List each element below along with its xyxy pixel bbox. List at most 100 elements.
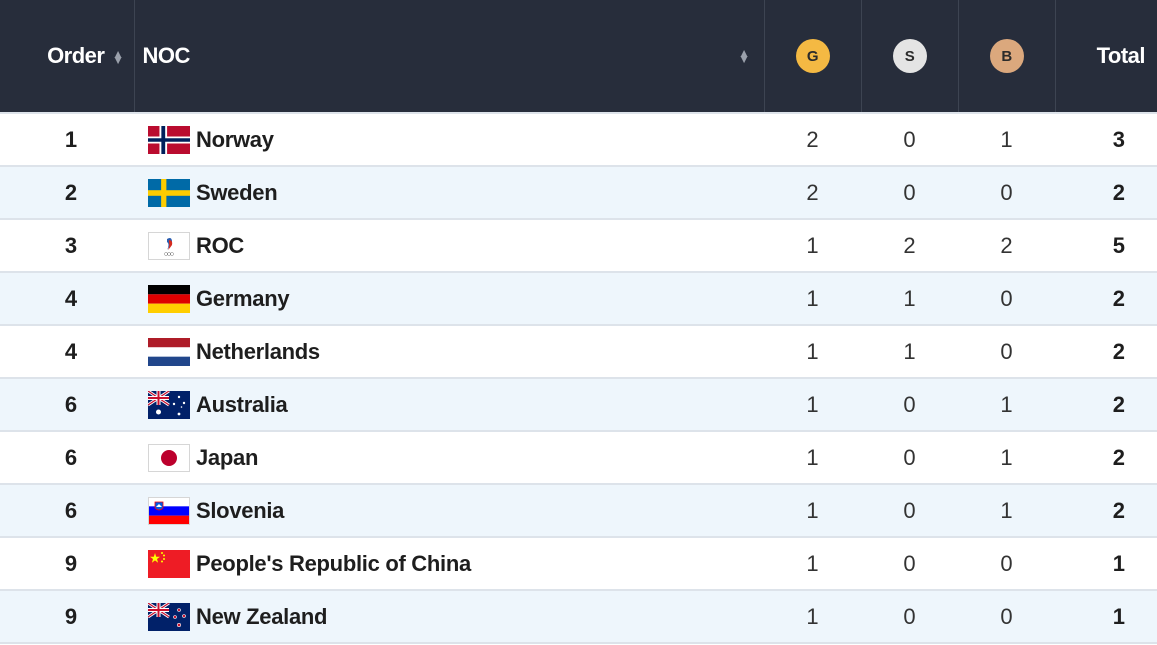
gold-count-cell: 1 xyxy=(764,272,861,326)
table-row[interactable]: 9 People's Republic of China 1 0 0 1 xyxy=(0,537,1157,591)
total-count-cell: 2 xyxy=(1055,431,1157,485)
bronze-count-cell: 0 xyxy=(958,590,1055,644)
country-name-link[interactable]: ROC xyxy=(196,232,244,258)
table-row[interactable]: 3 ROC 1 2 2 5 xyxy=(0,219,1157,273)
country-name-link[interactable]: Sweden xyxy=(196,179,278,205)
silver-medal-icon: S xyxy=(892,39,927,73)
order-column-header[interactable]: Order ▲ ▼ xyxy=(0,0,135,113)
table-row[interactable]: 6 Australia 1 0 1 2 xyxy=(0,378,1157,432)
table-row[interactable]: 9 New Zealand 1 0 0 1 xyxy=(0,590,1157,644)
bronze-count-cell: 0 xyxy=(958,166,1055,220)
gold-count-cell: 1 xyxy=(764,590,861,644)
sort-icon[interactable]: ▲ ▼ xyxy=(738,46,750,66)
bronze-count-cell: 1 xyxy=(958,378,1055,432)
noc-cell: Slovenia xyxy=(134,484,764,538)
noc-cell: Netherlands xyxy=(134,325,764,379)
gold-medal-icon: G xyxy=(795,39,830,73)
country-name-link[interactable]: People's Republic of China xyxy=(196,550,471,576)
new-zealand-flag xyxy=(147,601,190,631)
noc-cell: Japan xyxy=(134,431,764,485)
sort-icon[interactable]: ▲ ▼ xyxy=(112,47,124,68)
total-column-header[interactable]: Total xyxy=(1055,0,1157,113)
noc-cell: Germany xyxy=(134,272,764,326)
australia-flag xyxy=(147,389,190,419)
order-cell: 9 xyxy=(0,590,134,644)
table-row[interactable]: 2 Sweden 2 0 0 2 xyxy=(0,166,1157,220)
gold-count-cell: 1 xyxy=(764,431,861,485)
bronze-column-header[interactable]: B xyxy=(958,0,1056,113)
silver-count-cell: 0 xyxy=(861,484,958,538)
silver-count-cell: 1 xyxy=(861,272,958,326)
country-name-link[interactable]: Norway xyxy=(196,126,274,152)
roc-flag xyxy=(148,231,190,260)
total-header-label: Total xyxy=(1096,43,1146,68)
gold-count-cell: 1 xyxy=(764,378,861,432)
bronze-count-cell: 0 xyxy=(958,325,1055,379)
country-name-link[interactable]: Japan xyxy=(196,444,259,470)
germany-flag xyxy=(148,284,190,313)
country-name-link[interactable]: New Zealand xyxy=(196,603,328,629)
table-row[interactable]: 1 Norway 2 0 1 3 xyxy=(0,112,1157,167)
order-cell: 4 xyxy=(0,272,134,326)
silver-count-cell: 2 xyxy=(861,219,958,273)
total-count-cell: 2 xyxy=(1055,272,1157,326)
order-cell: 6 xyxy=(0,431,134,485)
country-name-link[interactable]: Germany xyxy=(196,285,290,311)
silver-column-header[interactable]: S xyxy=(861,0,959,113)
silver-count-cell: 0 xyxy=(861,537,958,591)
order-cell: 4 xyxy=(0,325,134,379)
noc-column-header[interactable]: NOC ▲ ▼ xyxy=(134,0,765,113)
noc-cell: Norway xyxy=(134,112,764,167)
total-count-cell: 3 xyxy=(1055,112,1157,167)
noc-cell: Australia xyxy=(134,378,764,432)
table-header-row: Order ▲ ▼ NOC ▲ ▼ G S B Total xyxy=(0,0,1157,113)
country-name-link[interactable]: Australia xyxy=(196,391,288,417)
japan-flag xyxy=(148,443,190,472)
bronze-count-cell: 1 xyxy=(958,431,1055,485)
bronze-count-cell: 0 xyxy=(958,537,1055,591)
noc-header-label: NOC xyxy=(142,43,191,68)
gold-count-cell: 1 xyxy=(764,325,861,379)
silver-count-cell: 0 xyxy=(861,431,958,485)
order-cell: 6 xyxy=(0,484,134,538)
sweden-flag xyxy=(148,178,190,207)
order-cell: 3 xyxy=(0,219,134,273)
gold-column-header[interactable]: G xyxy=(764,0,862,113)
order-cell: 9 xyxy=(0,537,134,591)
table-row[interactable]: 6 Japan 1 0 1 2 xyxy=(0,431,1157,485)
gold-count-cell: 1 xyxy=(764,537,861,591)
total-count-cell: 2 xyxy=(1055,484,1157,538)
table-row[interactable]: 4 Germany 1 1 0 2 xyxy=(0,272,1157,326)
table-row[interactable]: 6 Slovenia 1 0 1 2 xyxy=(0,484,1157,538)
table-row[interactable]: 4 Netherlands 1 1 0 2 xyxy=(0,325,1157,379)
netherlands-flag xyxy=(148,337,190,366)
total-count-cell: 2 xyxy=(1055,325,1157,379)
gold-count-cell: 2 xyxy=(764,166,861,220)
silver-count-cell: 0 xyxy=(861,378,958,432)
country-name-link[interactable]: Netherlands xyxy=(196,338,320,364)
noc-cell: New Zealand xyxy=(134,590,764,644)
medal-table-body: 1 Norway 2 0 1 3 2 Sweden 2 0 0 2 3 ROC 1 2 2 5 4 Germany 1 1… xyxy=(0,112,1157,644)
total-count-cell: 1 xyxy=(1055,590,1157,644)
bronze-count-cell: 1 xyxy=(958,484,1055,538)
noc-cell: Sweden xyxy=(134,166,764,220)
order-header-label: Order xyxy=(47,43,105,68)
norway-flag xyxy=(148,125,190,154)
gold-count-cell: 1 xyxy=(764,484,861,538)
total-count-cell: 5 xyxy=(1055,219,1157,273)
order-cell: 6 xyxy=(0,378,134,432)
total-count-cell: 2 xyxy=(1055,378,1157,432)
gold-count-cell: 2 xyxy=(764,112,861,167)
slovenia-flag xyxy=(148,496,190,525)
country-name-link[interactable]: Slovenia xyxy=(196,497,285,523)
silver-count-cell: 0 xyxy=(861,112,958,167)
bronze-count-cell: 2 xyxy=(958,219,1055,273)
total-count-cell: 2 xyxy=(1055,166,1157,220)
order-cell: 2 xyxy=(0,166,134,220)
bronze-medal-icon: B xyxy=(989,39,1024,73)
order-cell: 1 xyxy=(0,112,134,167)
silver-count-cell: 0 xyxy=(861,590,958,644)
bronze-count-cell: 1 xyxy=(958,112,1055,167)
china-flag xyxy=(148,549,190,578)
bronze-count-cell: 0 xyxy=(958,272,1055,326)
